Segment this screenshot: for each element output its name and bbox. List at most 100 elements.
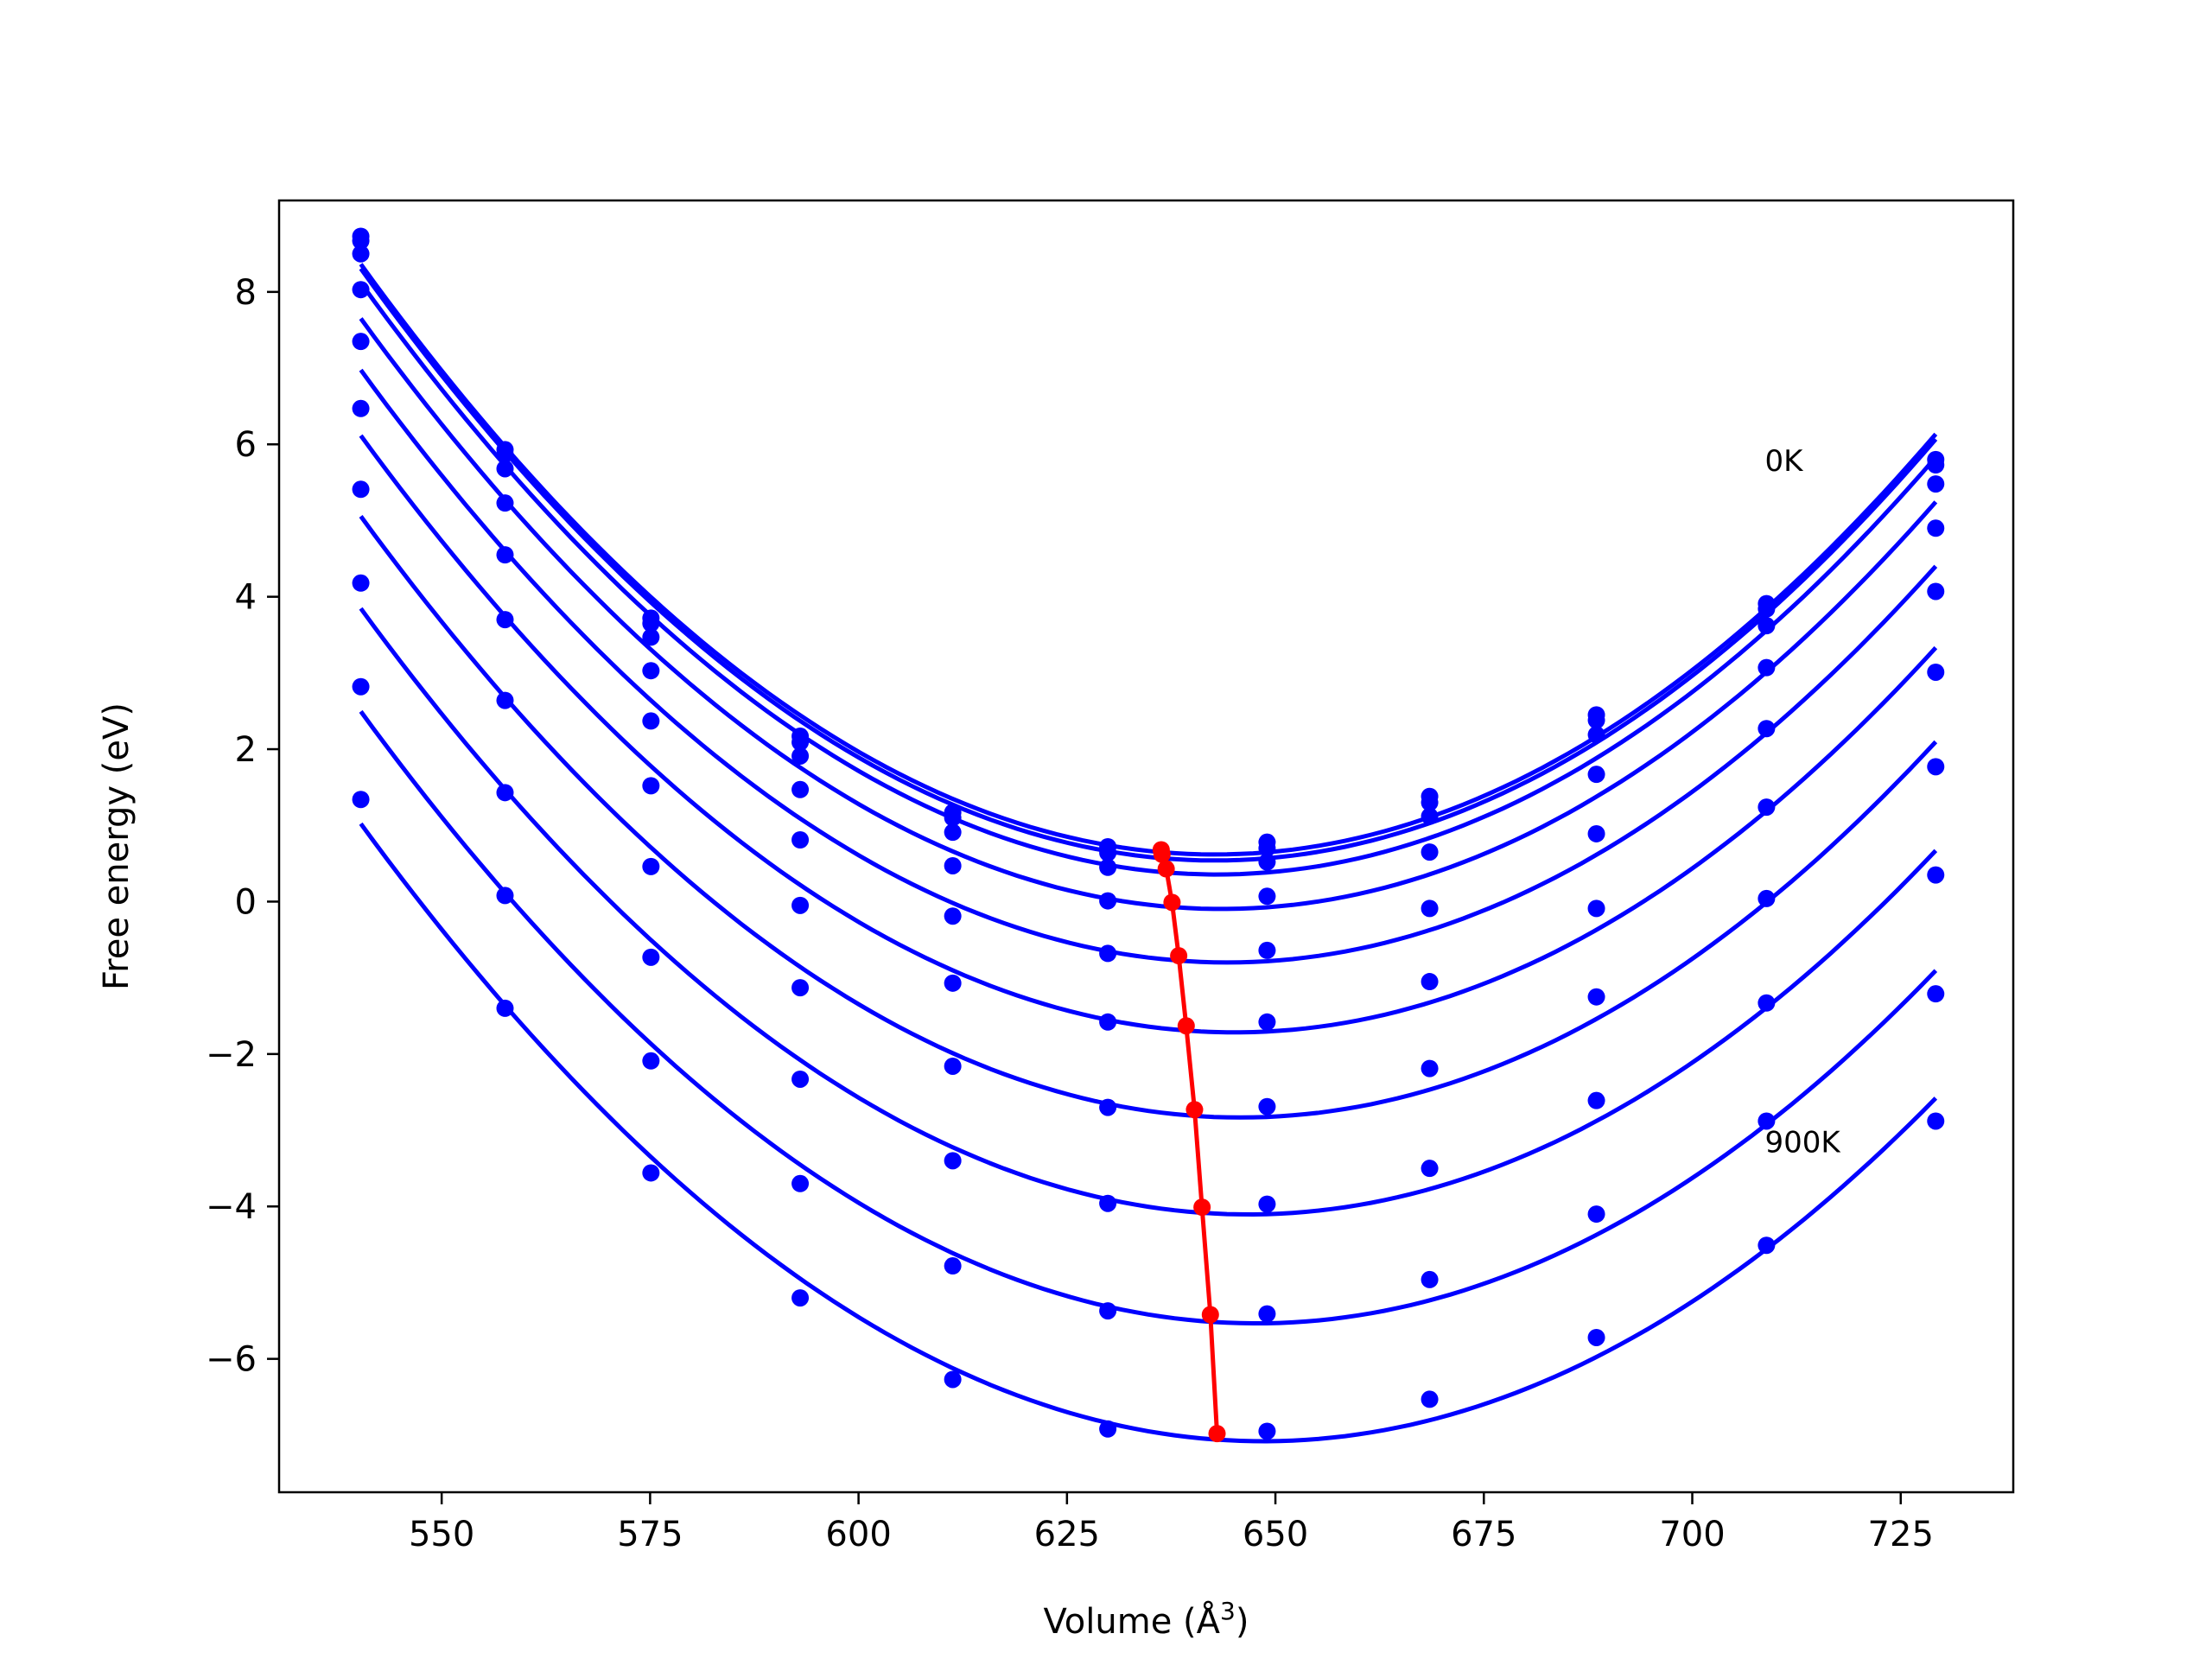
data-point — [1099, 1420, 1117, 1438]
energy-curve-0 — [359, 263, 1938, 857]
y-tick-label: 6 — [235, 425, 257, 465]
data-point — [791, 896, 810, 914]
data-point — [1758, 720, 1776, 738]
y-axis-ticks: −6 −4 −2 0 2 4 6 8 — [206, 273, 279, 1380]
data-point — [944, 1257, 962, 1275]
data-point — [1099, 843, 1117, 861]
data-point — [1258, 1013, 1276, 1031]
data-point — [1421, 1059, 1439, 1077]
data-point — [642, 857, 660, 875]
data-point — [1421, 843, 1439, 861]
data-point — [1421, 973, 1439, 991]
minimum-point — [1201, 1306, 1219, 1324]
x-tick-label: 600 — [825, 1515, 891, 1554]
x-tick-label: 725 — [1868, 1515, 1934, 1554]
data-point — [1758, 617, 1776, 635]
energy-curve-2 — [359, 281, 1938, 877]
minimum-point — [1153, 845, 1171, 863]
data-point — [944, 856, 962, 874]
data-point — [1758, 798, 1776, 817]
data-point — [1099, 1098, 1117, 1116]
data-point — [496, 460, 514, 478]
data-point — [1099, 1302, 1117, 1320]
data-point — [1421, 1160, 1439, 1178]
x-tick-label: 675 — [1451, 1515, 1516, 1554]
data-point — [791, 747, 810, 765]
data-point — [944, 1152, 962, 1170]
y-tick-label: 2 — [235, 730, 257, 770]
minimum-point — [1208, 1425, 1226, 1443]
x-tick-label: 625 — [1034, 1515, 1100, 1554]
data-point — [944, 823, 962, 842]
data-point — [496, 887, 514, 905]
energy-curve-1 — [359, 267, 1938, 863]
data-point — [1587, 988, 1605, 1006]
data-point — [1587, 824, 1605, 842]
x-axis-label-text: Volume (Å — [1044, 1600, 1221, 1642]
data-point — [1927, 866, 1945, 884]
data-point — [1758, 658, 1776, 677]
data-point — [791, 1174, 810, 1192]
data-point — [1258, 941, 1276, 959]
data-point — [496, 494, 514, 512]
annotation-0k: 0K — [1764, 444, 1804, 479]
data-point — [1258, 1305, 1276, 1323]
minimum-point — [1157, 860, 1175, 878]
data-point — [791, 979, 810, 997]
data-point — [1258, 1097, 1276, 1116]
x-axis-ticks: 550 575 600 625 650 675 700 725 — [409, 1492, 1934, 1554]
data-point — [1927, 663, 1945, 681]
y-axis-label: Free energy (eV) — [97, 702, 137, 990]
y-tick-label: −4 — [206, 1187, 257, 1227]
minimum-point — [1193, 1198, 1211, 1217]
data-point — [352, 333, 370, 351]
data-point — [1587, 766, 1605, 784]
data-point — [1421, 793, 1439, 811]
data-point — [944, 974, 962, 992]
energy-curve-9 — [359, 822, 1938, 1444]
energy-curve-3 — [359, 317, 1938, 912]
data-point — [1758, 994, 1776, 1012]
data-point — [642, 712, 660, 730]
data-point — [496, 691, 514, 709]
data-point — [1099, 1194, 1117, 1212]
data-point — [1258, 1195, 1276, 1213]
data-point — [791, 1070, 810, 1088]
data-point — [944, 907, 962, 925]
data-point — [1587, 899, 1605, 918]
data-point — [352, 245, 370, 263]
plot-frame — [277, 199, 2015, 1494]
energy-curve-7 — [359, 607, 1938, 1217]
data-point — [496, 611, 514, 629]
data-point — [1758, 1112, 1776, 1130]
data-point — [1587, 1205, 1605, 1224]
y-tick-label: 8 — [235, 273, 257, 313]
data-point — [1258, 853, 1276, 871]
data-point — [352, 574, 370, 592]
data-point — [1587, 1091, 1605, 1109]
annotation-900k: 900K — [1764, 1125, 1841, 1160]
data-point — [1927, 582, 1945, 601]
data-point — [352, 281, 370, 299]
y-tick-label: 4 — [235, 578, 257, 618]
data-point — [1927, 985, 1945, 1003]
data-point — [352, 399, 370, 417]
data-point — [1258, 887, 1276, 906]
x-axis-label-close: ) — [1236, 1602, 1249, 1642]
data-point — [1421, 807, 1439, 825]
data-point — [791, 1289, 810, 1307]
data-point — [496, 784, 514, 802]
minimum-point — [1170, 947, 1188, 965]
data-point — [944, 1057, 962, 1075]
data-point — [1927, 1112, 1945, 1130]
data-point — [1258, 1422, 1276, 1440]
x-tick-label: 550 — [409, 1515, 474, 1554]
data-point — [352, 677, 370, 696]
minimum-point — [1185, 1101, 1204, 1119]
data-point — [1927, 475, 1945, 493]
minimum-point — [1177, 1017, 1195, 1035]
data-point — [1099, 892, 1117, 910]
data-point — [352, 232, 370, 250]
data-point — [496, 546, 514, 564]
